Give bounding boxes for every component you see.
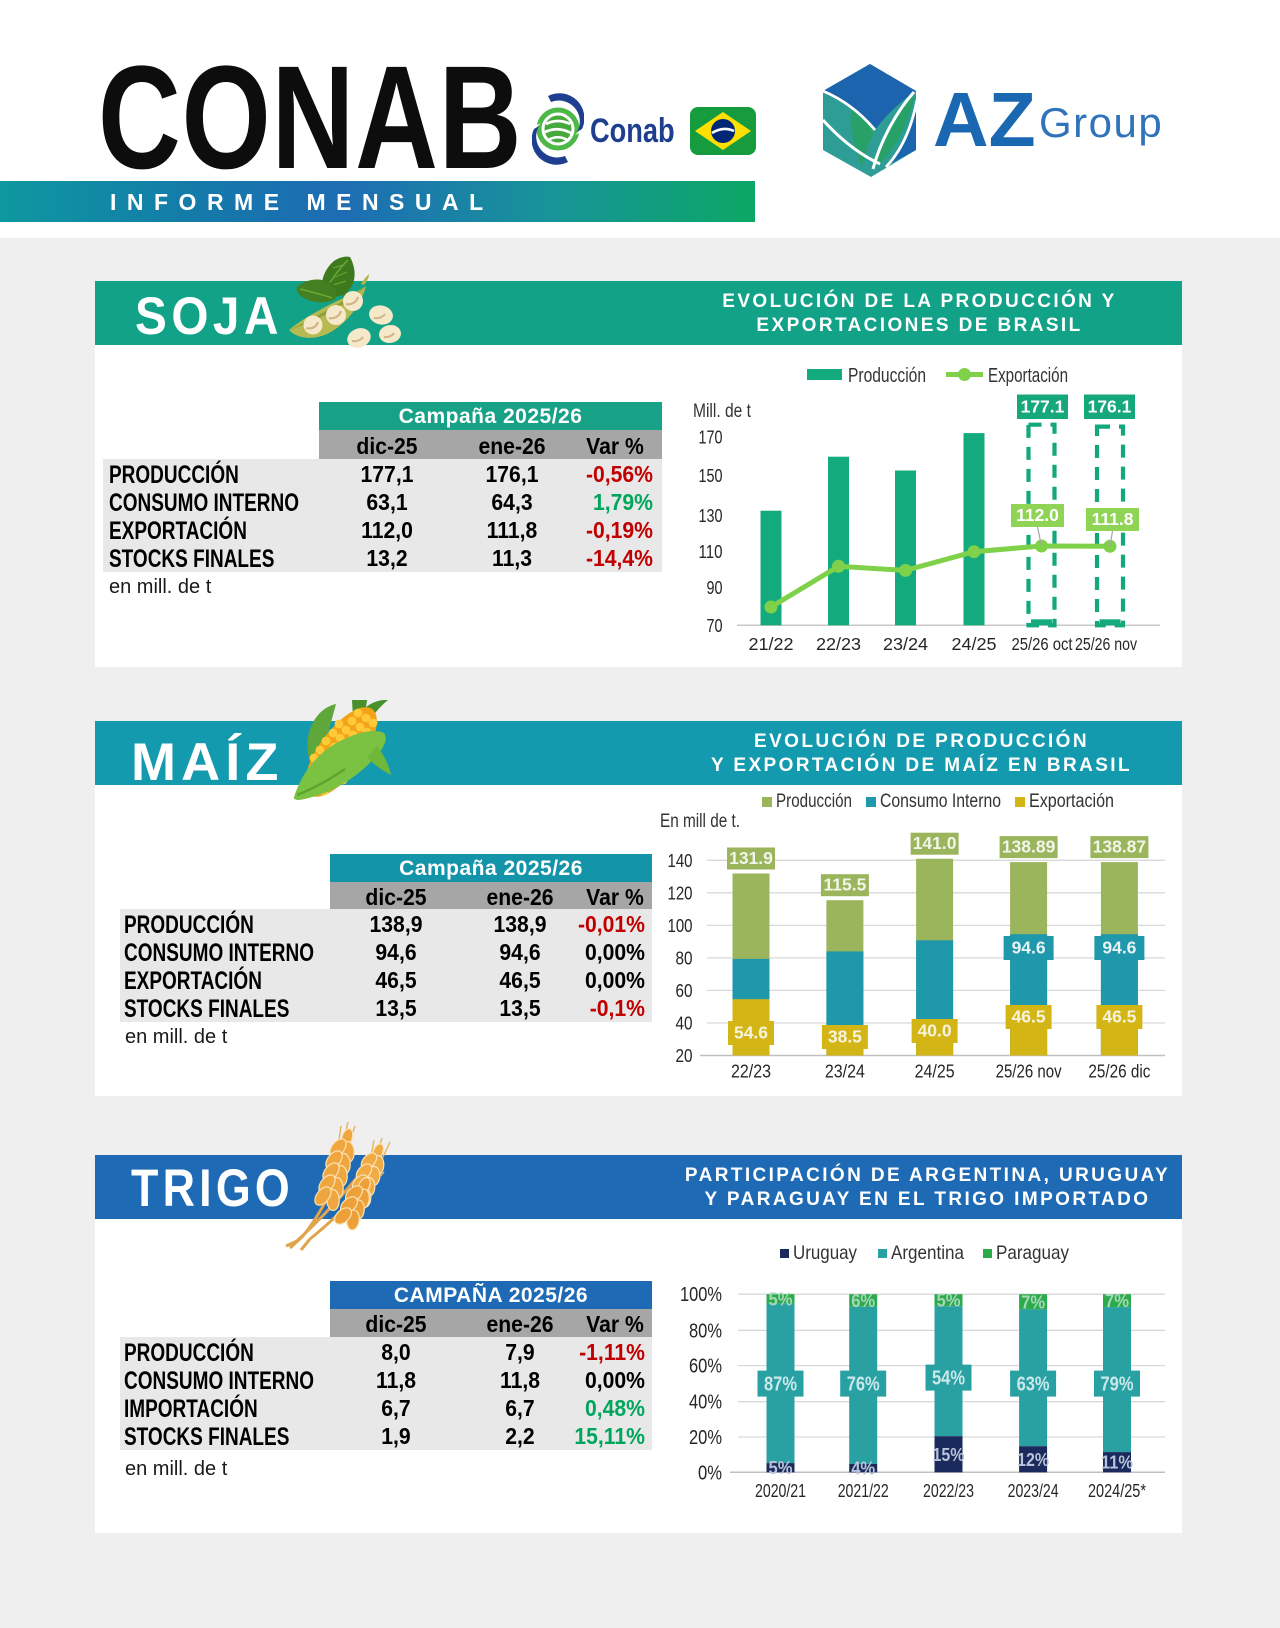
svg-text:140: 140 [668,851,693,871]
svg-text:11%: 11% [1101,1452,1133,1473]
svg-text:70: 70 [707,616,723,636]
svg-text:4%: 4% [851,1458,875,1479]
svg-text:Uruguay: Uruguay [793,1242,857,1264]
svg-text:25/26 dic: 25/26 dic [1088,1061,1150,1082]
svg-text:94.6: 94.6 [1102,938,1136,958]
svg-text:54.6: 54.6 [734,1023,768,1043]
svg-text:Exportación: Exportación [1029,791,1114,812]
svg-text:100: 100 [668,916,693,936]
svg-text:2024/25*: 2024/25* [1088,1480,1146,1501]
svg-text:141.0: 141.0 [913,833,957,853]
svg-text:20%: 20% [689,1427,722,1449]
svg-text:En mill de t.: En mill de t. [660,811,740,832]
svg-text:20: 20 [676,1046,693,1066]
svg-text:130: 130 [699,506,723,526]
svg-text:2020/21: 2020/21 [755,1480,806,1501]
svg-text:110: 110 [699,542,723,562]
svg-text:138.87: 138.87 [1093,837,1147,857]
svg-text:25/26 nov: 25/26 nov [1075,634,1137,654]
svg-text:25/26 nov: 25/26 nov [996,1061,1063,1082]
svg-text:23/24: 23/24 [883,634,928,654]
svg-text:54%: 54% [932,1368,965,1390]
svg-text:177.1: 177.1 [1021,397,1065,417]
svg-text:131.9: 131.9 [729,848,773,868]
svg-text:2023/24: 2023/24 [1008,1480,1059,1501]
svg-text:5%: 5% [769,1288,793,1309]
svg-text:Producción: Producción [848,365,926,387]
svg-text:2022/23: 2022/23 [923,1480,974,1501]
svg-text:38.5: 38.5 [828,1027,862,1047]
svg-text:120: 120 [668,883,693,903]
svg-text:80: 80 [676,948,693,968]
svg-text:7%: 7% [1105,1290,1129,1311]
svg-text:22/23: 22/23 [816,634,861,654]
svg-text:Argentina: Argentina [891,1242,964,1264]
svg-text:Mill. de t: Mill. de t [693,401,752,422]
svg-text:46.5: 46.5 [1012,1007,1046,1027]
svg-text:40.0: 40.0 [918,1021,952,1041]
svg-text:Producción: Producción [776,791,852,812]
svg-text:2021/22: 2021/22 [838,1480,889,1501]
svg-text:Paraguay: Paraguay [996,1242,1069,1264]
svg-text:150: 150 [699,466,723,486]
svg-text:7%: 7% [1021,1291,1045,1312]
svg-text:111.8: 111.8 [1092,509,1134,529]
svg-text:46.5: 46.5 [1102,1007,1136,1027]
svg-text:170: 170 [699,427,723,447]
svg-text:23/24: 23/24 [825,1061,865,1082]
svg-text:40: 40 [676,1014,693,1034]
svg-text:24/25: 24/25 [915,1061,955,1082]
svg-text:176.1: 176.1 [1088,397,1132,417]
svg-text:40%: 40% [689,1392,722,1414]
svg-text:90: 90 [707,578,723,598]
svg-text:60: 60 [676,981,693,1001]
svg-text:76%: 76% [847,1374,880,1396]
svg-text:24/25: 24/25 [952,634,997,654]
svg-text:Exportación: Exportación [988,365,1068,387]
svg-text:87%: 87% [764,1374,797,1396]
svg-text:80%: 80% [689,1320,722,1342]
svg-text:Consumo Interno: Consumo Interno [880,791,1001,812]
svg-text:25/26 oct: 25/26 oct [1012,634,1073,654]
svg-text:94.6: 94.6 [1012,938,1046,958]
svg-text:21/22: 21/22 [749,634,794,654]
svg-text:5%: 5% [937,1290,961,1311]
svg-text:60%: 60% [689,1356,722,1378]
svg-text:112.0: 112.0 [1016,505,1059,525]
svg-text:79%: 79% [1101,1374,1134,1396]
svg-text:22/23: 22/23 [731,1061,771,1082]
svg-text:12%: 12% [1017,1449,1049,1470]
svg-text:0%: 0% [698,1462,722,1484]
svg-text:15%: 15% [933,1444,965,1465]
svg-text:100%: 100% [680,1284,722,1306]
svg-text:63%: 63% [1017,1374,1050,1396]
svg-text:6%: 6% [851,1290,875,1311]
svg-text:138.89: 138.89 [1002,837,1056,857]
svg-text:5%: 5% [769,1457,793,1478]
svg-text:115.5: 115.5 [823,875,866,895]
